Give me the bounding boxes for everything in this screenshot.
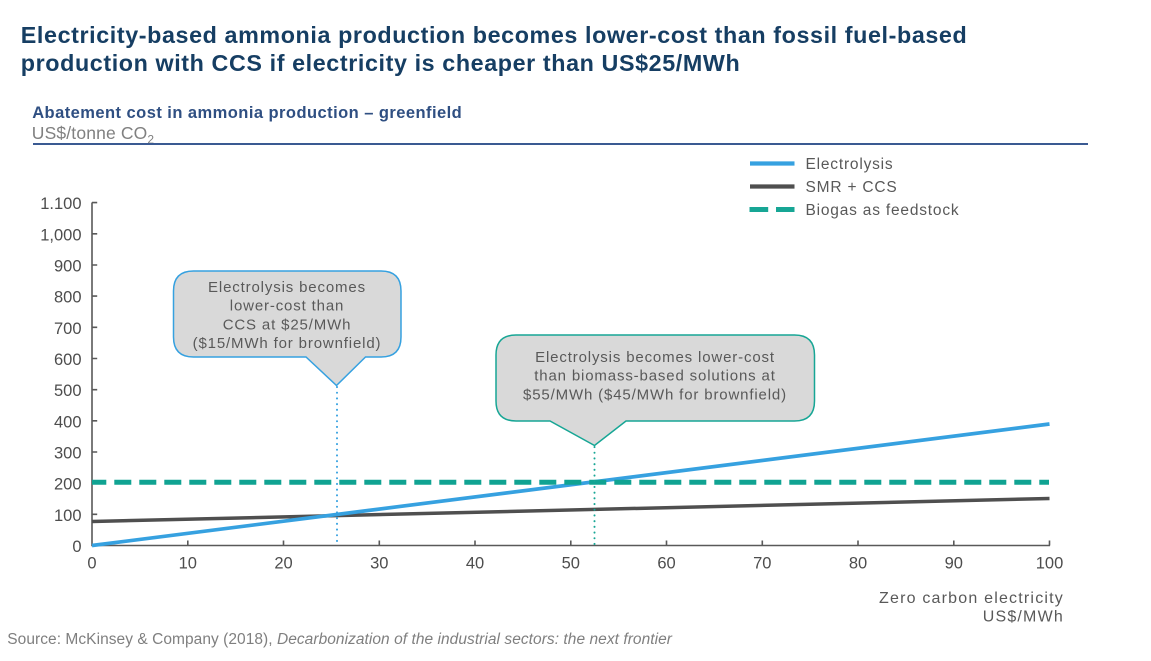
svg-text:50: 50 xyxy=(562,555,580,573)
svg-text:30: 30 xyxy=(370,555,388,573)
svg-text:700: 700 xyxy=(54,320,82,338)
svg-text:CCS at $25/MWh: CCS at $25/MWh xyxy=(223,316,352,333)
svg-text:0: 0 xyxy=(87,555,96,573)
svg-text:($15/MWh for brownfield): ($15/MWh for brownfield) xyxy=(193,335,382,352)
svg-text:100: 100 xyxy=(54,507,82,525)
svg-text:800: 800 xyxy=(54,289,82,307)
svg-text:200: 200 xyxy=(54,476,82,494)
svg-text:600: 600 xyxy=(54,351,82,369)
svg-text:Electrolysis becomes lower-cos: Electrolysis becomes lower-cost xyxy=(535,349,775,366)
svg-text:lower-cost than: lower-cost than xyxy=(230,298,344,315)
svg-text:500: 500 xyxy=(54,382,82,400)
svg-text:90: 90 xyxy=(945,555,963,573)
svg-text:20: 20 xyxy=(274,555,292,573)
svg-text:Biogas as feedstock: Biogas as feedstock xyxy=(806,202,960,219)
svg-text:1.100: 1.100 xyxy=(40,195,81,213)
svg-text:than biomass-based solutions a: than biomass-based solutions at xyxy=(534,368,775,385)
svg-text:300: 300 xyxy=(54,445,82,463)
svg-text:400: 400 xyxy=(54,413,82,431)
svg-text:SMR + CCS: SMR + CCS xyxy=(806,179,898,196)
svg-text:40: 40 xyxy=(466,555,484,573)
svg-text:Electrolysis: Electrolysis xyxy=(806,156,894,173)
svg-text:Electrolysis becomes: Electrolysis becomes xyxy=(208,279,366,296)
svg-text:900: 900 xyxy=(54,258,82,276)
svg-text:1,000: 1,000 xyxy=(40,226,81,244)
svg-text:Zero carbon electricity: Zero carbon electricity xyxy=(879,590,1064,607)
svg-text:100: 100 xyxy=(1036,555,1064,573)
svg-text:10: 10 xyxy=(179,555,197,573)
svg-text:80: 80 xyxy=(849,555,867,573)
svg-text:60: 60 xyxy=(657,555,675,573)
svg-text:$55/MWh ($45/MWh for brownfiel: $55/MWh ($45/MWh for brownfield) xyxy=(523,386,787,403)
svg-text:0: 0 xyxy=(72,538,81,556)
svg-text:70: 70 xyxy=(753,555,771,573)
svg-text:US$/MWh: US$/MWh xyxy=(983,609,1064,626)
